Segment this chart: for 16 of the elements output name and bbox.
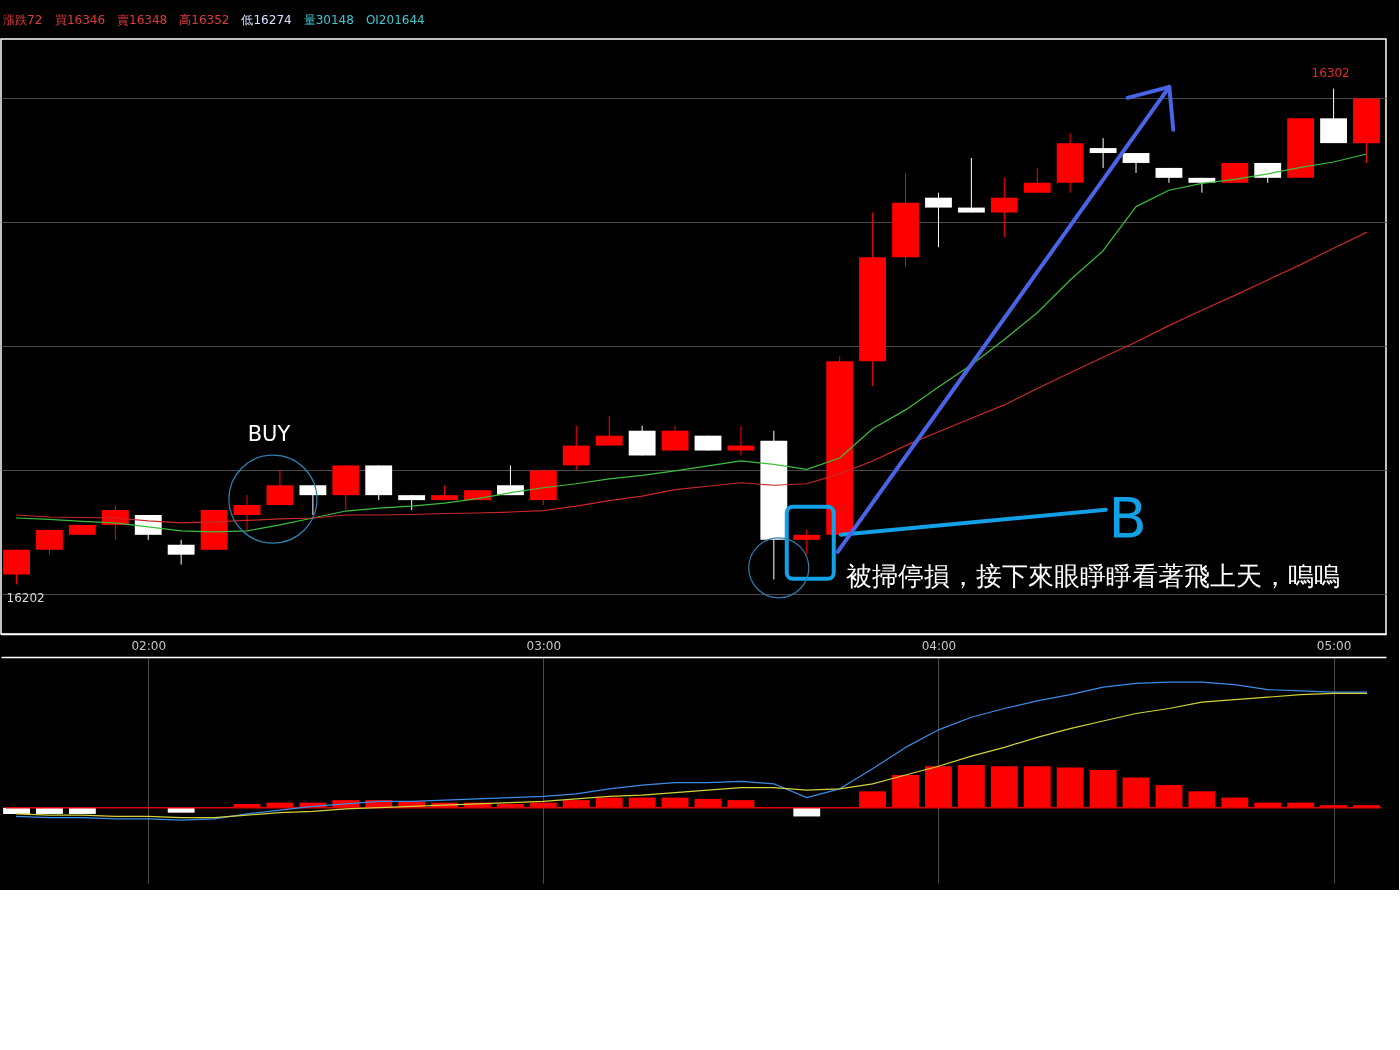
text: 漲跌72 <box>3 13 43 27</box>
annotation: 16302 <box>1311 65 1350 80</box>
x-tick-label: 05:00 <box>1316 638 1352 653</box>
text: 買16346 <box>54 13 106 27</box>
x-tick-label: 04:00 <box>921 638 957 653</box>
text: 賣16348 <box>117 13 168 27</box>
annotation: BUY <box>247 422 291 447</box>
annotation: 被掃停損，接下來眼睜睜看著飛上天，嗚嗚 <box>845 560 1340 591</box>
text: 高16352 <box>179 13 230 27</box>
annotation: B <box>1108 484 1147 550</box>
text: 低16274 <box>241 13 292 27</box>
text: OI201644 <box>365 13 425 27</box>
x-tick-label: 02:00 <box>131 638 167 653</box>
annotation: 16202 <box>6 591 45 606</box>
x-tick-label: 03:00 <box>526 638 562 653</box>
text: 量30148 <box>303 13 354 27</box>
